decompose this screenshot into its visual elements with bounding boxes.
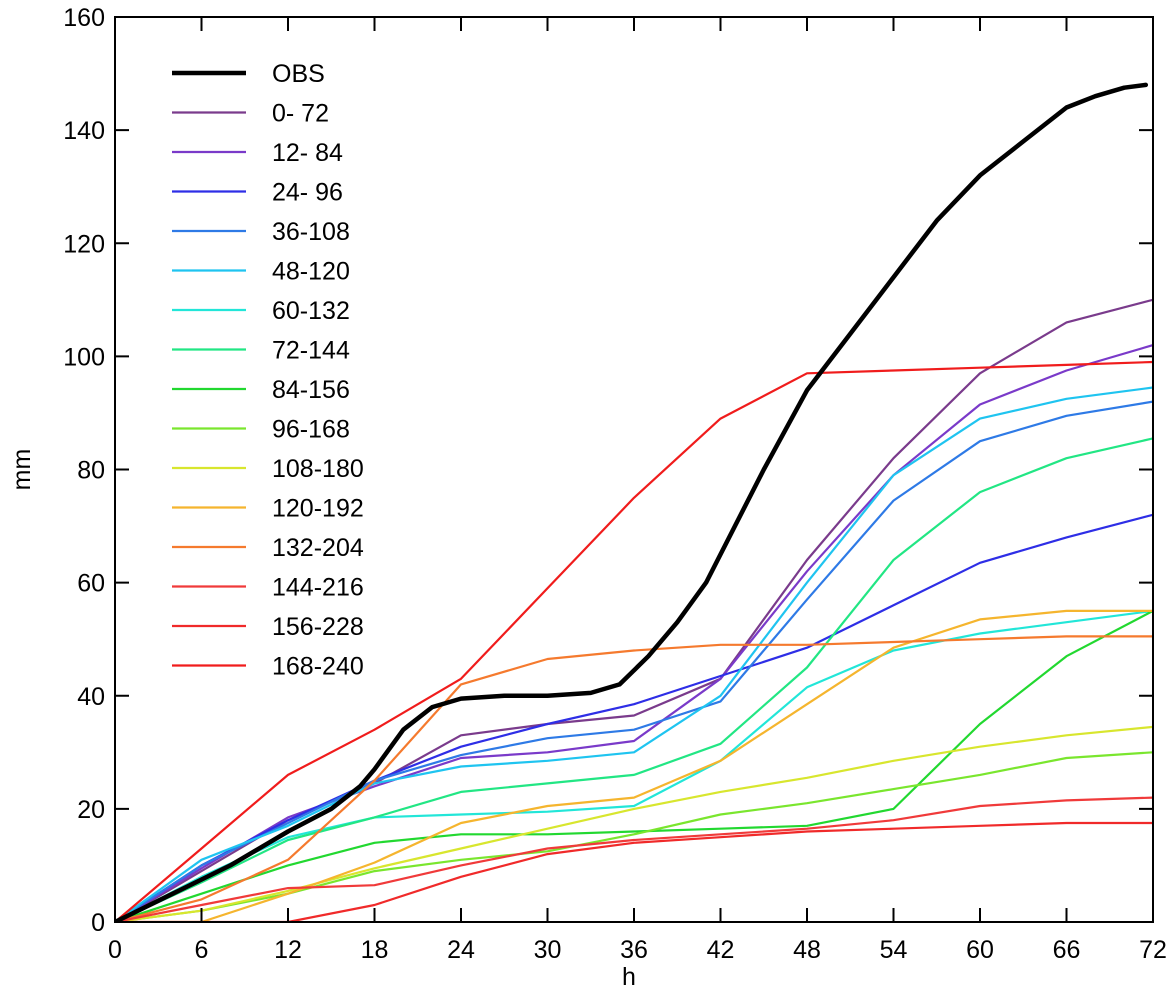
y-tick-label: 120	[63, 230, 105, 258]
legend-label-15: 168-240	[272, 653, 364, 681]
legend-label-7: 72-144	[272, 337, 350, 365]
legend-label-1: 0- 72	[272, 100, 329, 128]
y-tick-label: 0	[91, 909, 105, 937]
series-line-4	[115, 400, 1153, 922]
series-line-5	[115, 386, 1153, 922]
axes-layer: 0 6 12 18 24 30 36 42 48 54 60 66 72 0 20 40 60 80 100 120 1…	[8, 4, 1167, 991]
legend-label-13: 144-216	[272, 574, 364, 602]
plot-frame	[114, 16, 1154, 923]
series-line-14	[115, 821, 1153, 922]
series-line-3	[115, 513, 1153, 922]
legend-label-0: OBS	[272, 60, 325, 88]
x-tick-label: 6	[195, 936, 209, 964]
x-axis-title: h	[622, 963, 636, 991]
series-line-10	[115, 725, 1153, 922]
x-tick-label: 66	[1053, 936, 1081, 964]
x-tick-label: 0	[108, 936, 122, 964]
legend-label-10: 108-180	[272, 455, 364, 483]
legend-label-12: 132-204	[272, 534, 364, 562]
y-tick-label: 60	[77, 570, 105, 598]
series-line-6	[115, 609, 1153, 922]
legend-label-14: 156-228	[272, 613, 364, 641]
series-line-8	[115, 609, 1153, 922]
series-group	[115, 82, 1153, 922]
series-line-0	[115, 82, 1149, 922]
series-line-2	[115, 344, 1153, 922]
legend-label-11: 120-192	[272, 495, 364, 523]
y-tick-label: 20	[77, 796, 105, 824]
x-tick-label: 54	[880, 936, 908, 964]
y-tick-label: 140	[63, 117, 105, 145]
x-tick-label: 48	[793, 936, 821, 964]
legend-label-6: 60-132	[272, 297, 350, 325]
y-axis-title: mm	[8, 449, 36, 491]
x-tick-label: 36	[620, 936, 648, 964]
legend-label-8: 84-156	[272, 376, 350, 404]
series-line-11	[115, 609, 1153, 922]
x-tick-label: 12	[274, 936, 302, 964]
series-line-9	[115, 751, 1153, 922]
series-line-7	[115, 437, 1153, 922]
legend-label-9: 96-168	[272, 416, 350, 444]
x-tick-label: 60	[966, 936, 994, 964]
legend: OBS 0- 72 12- 84 24- 96 36-108 48-120 60-132 7…	[172, 60, 364, 681]
series-line-12	[115, 635, 1153, 922]
y-tick-label: 160	[63, 4, 105, 32]
y-tick-label: 100	[63, 343, 105, 371]
y-tick-label: 80	[77, 457, 105, 485]
y-tick-label: 40	[77, 683, 105, 711]
series-line-15	[115, 360, 1153, 922]
legend-label-4: 36-108	[272, 218, 350, 246]
x-tick-label: 42	[707, 936, 735, 964]
series-line-13	[115, 796, 1153, 922]
legend-label-3: 24- 96	[272, 179, 343, 207]
legend-label-2: 12- 84	[272, 139, 343, 167]
x-tick-label: 24	[447, 936, 475, 964]
series-layer	[115, 82, 1153, 922]
x-tick-label: 72	[1139, 936, 1167, 964]
x-tick-label: 30	[534, 936, 562, 964]
x-tick-label: 18	[361, 936, 389, 964]
legend-label-5: 48-120	[272, 258, 350, 286]
